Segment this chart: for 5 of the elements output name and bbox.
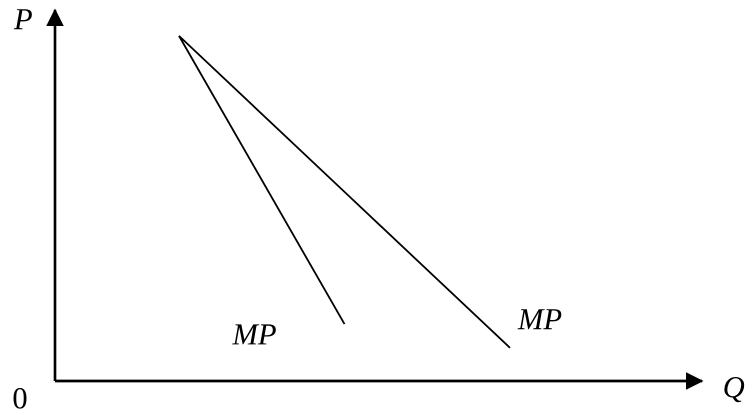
series-label: MP [232, 324, 276, 344]
text: 0 [14, 388, 26, 409]
y-axis-title: P [14, 9, 32, 30]
series-label: MP [518, 309, 562, 330]
x-axis-title: Q [724, 377, 744, 402]
